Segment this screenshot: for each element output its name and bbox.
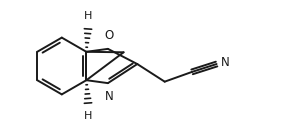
Text: O: O (104, 29, 113, 42)
Text: H: H (84, 110, 93, 121)
Text: H: H (84, 11, 93, 22)
Text: N: N (104, 90, 113, 103)
Text: N: N (220, 56, 229, 69)
